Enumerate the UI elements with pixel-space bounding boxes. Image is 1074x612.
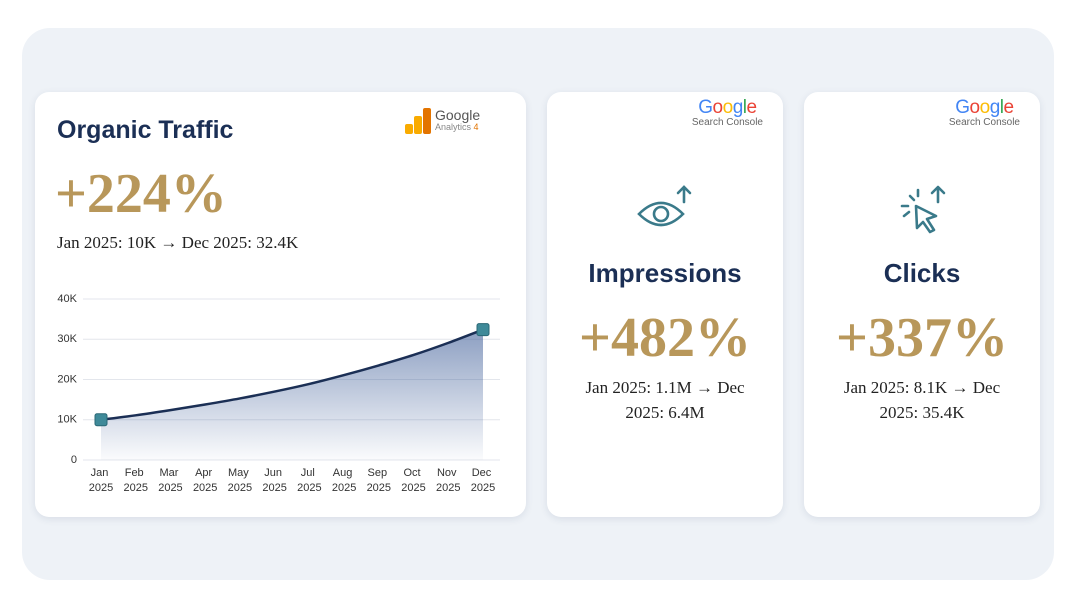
logo-brand: Google [435, 107, 481, 123]
detail: Jan 2025: 8.1K → Dec 2025: 35.4K [843, 378, 1001, 422]
y-tick-label: 0 [71, 454, 77, 466]
x-tick-label: Mar 2025 [158, 467, 182, 494]
logo-product: Analytics [435, 122, 472, 132]
x-tick-label: Sep 2025 [367, 467, 391, 494]
analytics-icon [405, 108, 431, 134]
logo-brand: Google [955, 97, 1014, 118]
chart: 0 10K 20K 30K 40K Jan 2025 Feb 2025 Mar 2025 Apr… [57, 293, 500, 494]
logo-brand: Google [698, 97, 757, 118]
card-title: Organic Traffic [57, 116, 234, 144]
card-title: Impressions [588, 258, 742, 288]
y-tick-label: 30K [57, 333, 77, 345]
x-tick-label: Jul 2025 [297, 467, 321, 494]
detail: Jan 2025: 10K → Dec 2025: 32.4K [57, 233, 299, 252]
stat: +337% [836, 307, 1008, 369]
x-tick-label: Oct 2025 [401, 467, 425, 494]
x-tick-label: Nov 2025 [436, 467, 460, 494]
x-tick-label: Feb 2025 [123, 467, 147, 494]
stat: +224% [55, 163, 227, 225]
search-console-logo: Google Search Console [949, 98, 1020, 128]
x-tick-label: Apr 2025 [193, 467, 217, 494]
x-tick-label: Aug 2025 [332, 467, 356, 494]
y-tick-label: 20K [57, 373, 77, 385]
y-tick-label: 40K [57, 293, 77, 305]
point-marker [476, 323, 490, 337]
impressions-card: Google Search Console Impressions +482% … [547, 92, 783, 517]
stat: +482% [579, 307, 751, 369]
line [100, 328, 484, 421]
analytics-logo: Google Analytics 4 [435, 108, 480, 132]
x-tick-label: Jun 2025 [262, 467, 286, 494]
card-title: Clicks [883, 258, 961, 288]
organic-traffic-card: Organic Traffic Google Analytics 4 +224%… [35, 92, 526, 517]
logo-product: Search Console [948, 117, 1020, 128]
logo-version: 4 [473, 122, 479, 132]
search-console-logo: Google Search Console [692, 98, 763, 128]
x-tick-label: Dec 2025 [471, 467, 495, 494]
x-tick-label: Jan 2025 [89, 467, 113, 494]
area [101, 329, 483, 460]
click-icon [900, 185, 946, 234]
logo-product: Search Console [691, 117, 763, 128]
eye-icon [637, 185, 692, 227]
clicks-card: Google Search Console Clicks +337% Jan 2… [804, 92, 1040, 517]
x-tick-label: May 2025 [228, 467, 252, 494]
y-tick-label: 10K [57, 414, 77, 426]
point-marker [94, 413, 108, 427]
detail: Jan 2025: 1.1M → Dec 2025: 6.4M [585, 378, 745, 422]
